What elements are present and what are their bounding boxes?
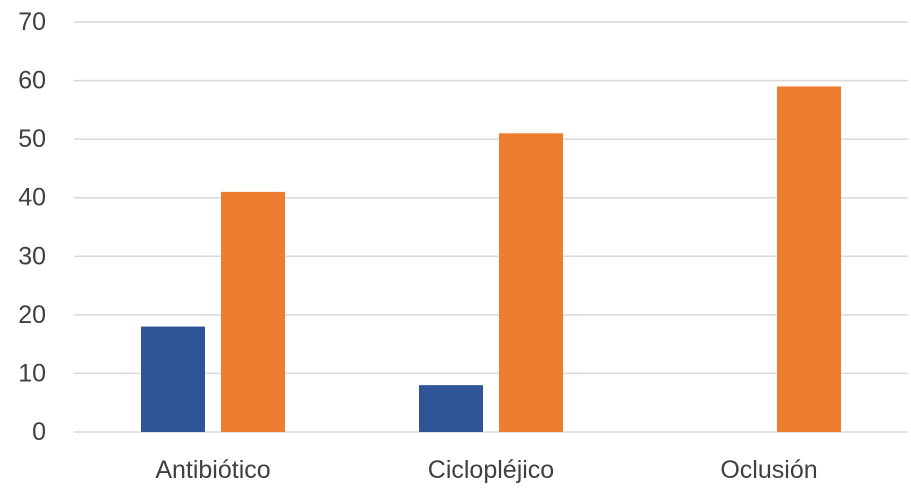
y-axis-tick-labels: 0 10 20 30 40 50 60 70	[18, 8, 46, 446]
y-tick-label: 40	[18, 184, 46, 212]
y-tick-label: 20	[18, 301, 46, 329]
y-tick-label: 0	[32, 418, 46, 446]
y-tick-label: 70	[18, 8, 46, 36]
bars	[141, 86, 841, 432]
bar-series2-1	[499, 133, 563, 432]
bar-series1-0	[141, 327, 205, 432]
y-tick-label: 60	[18, 67, 46, 95]
bar-series1-1	[419, 385, 483, 432]
category-label: Oclusión	[720, 456, 817, 484]
x-axis-category-labels: Antibiótico Ciclopléjico Oclusión	[155, 456, 817, 484]
y-tick-label: 10	[18, 359, 46, 387]
bar-series2-2	[777, 86, 841, 432]
bar-series2-0	[221, 192, 285, 432]
category-label: Antibiótico	[155, 456, 270, 484]
y-tick-label: 30	[18, 242, 46, 270]
category-label: Ciclopléjico	[428, 456, 554, 484]
y-tick-label: 50	[18, 125, 46, 153]
